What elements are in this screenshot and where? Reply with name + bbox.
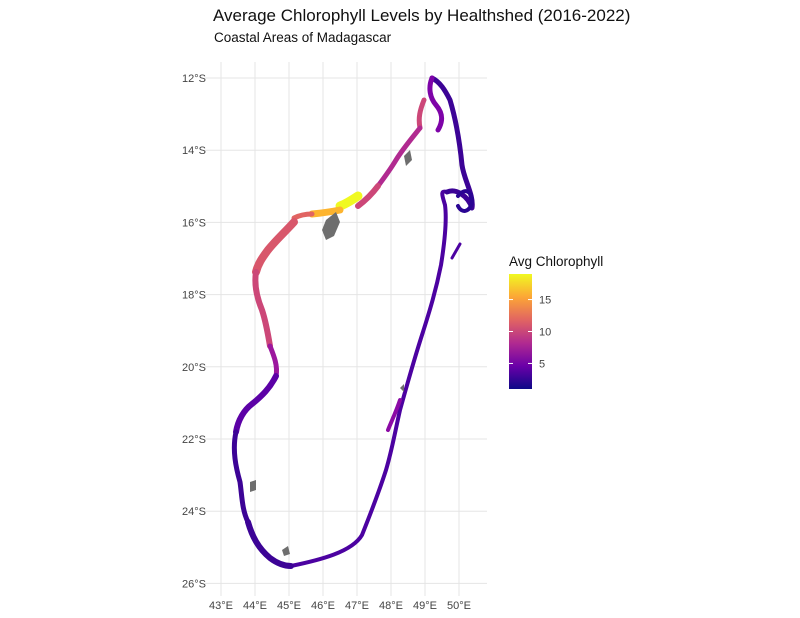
healthshed-west-south-2 — [231, 429, 251, 525]
y-tick-label: 12°S — [182, 73, 206, 85]
legend-title: Avg Chlorophyll — [509, 254, 604, 269]
healthshed-east-coast-south — [289, 189, 449, 568]
missing-data-areas — [250, 150, 412, 556]
x-tick-label: 43°E — [209, 600, 233, 612]
healthshed-na-2 — [404, 150, 412, 166]
map-subtitle: Coastal Areas of Madagascar — [214, 30, 392, 45]
healthshed-masoala — [456, 189, 474, 213]
x-tick-label: 50°E — [447, 600, 471, 612]
healthshed-northwest-2 — [375, 125, 423, 189]
x-tick-label: 48°E — [379, 600, 403, 612]
coastal-healthsheds — [231, 75, 475, 569]
legend-colorbar — [509, 274, 532, 389]
healthshed-na-4 — [282, 546, 290, 556]
healthshed-na-5 — [400, 384, 404, 392]
healthshed-west-mid-2 — [252, 269, 273, 349]
healthshed-west-bright-3 — [291, 211, 315, 221]
legend-ticks: 5 10 15 — [509, 295, 551, 370]
x-tick-label: 49°E — [413, 600, 437, 612]
map-title: Average Chlorophyll Levels by Healthshed… — [213, 6, 631, 25]
healthshed-east-midcoast — [386, 398, 402, 432]
grid-lines — [205, 62, 487, 596]
x-tick-label: 45°E — [277, 600, 301, 612]
healthshed-northwest-3 — [355, 183, 381, 209]
healthshed-south-tip — [245, 519, 294, 569]
y-tick-label: 14°S — [182, 145, 206, 157]
healthshed-north-tip — [427, 75, 445, 133]
legend-tick-label: 10 — [539, 327, 551, 339]
y-tick-label: 18°S — [182, 290, 206, 302]
x-axis-labels: 43°E 44°E 45°E 46°E 47°E 48°E 49°E 50°E — [209, 600, 471, 612]
y-tick-label: 22°S — [182, 434, 206, 446]
healthshed-east-coast-north — [429, 75, 475, 211]
y-tick-label: 16°S — [182, 217, 206, 229]
legend-tick-label: 15 — [539, 295, 551, 307]
y-tick-label: 24°S — [182, 506, 206, 518]
x-tick-label: 44°E — [243, 600, 267, 612]
y-tick-label: 20°S — [182, 362, 206, 374]
y-axis-labels: 12°S 14°S 16°S 18°S 20°S 22°S 24°S 26°S — [182, 73, 206, 590]
x-tick-label: 46°E — [311, 600, 335, 612]
y-tick-label: 26°S — [182, 578, 206, 590]
x-tick-label: 47°E — [345, 600, 369, 612]
healthshed-west-mid-3 — [267, 343, 279, 379]
legend-tick-label: 5 — [539, 358, 545, 370]
healthshed-west-south-1 — [233, 373, 279, 435]
healthshed-west-bright-1 — [335, 191, 363, 211]
healthshed-na-1 — [322, 212, 340, 240]
healthshed-northwest-1 — [416, 97, 427, 131]
healthshed-west-mid-1 — [252, 218, 298, 276]
healthshed-na-3 — [250, 480, 256, 492]
healthshed-east-island — [450, 242, 462, 260]
